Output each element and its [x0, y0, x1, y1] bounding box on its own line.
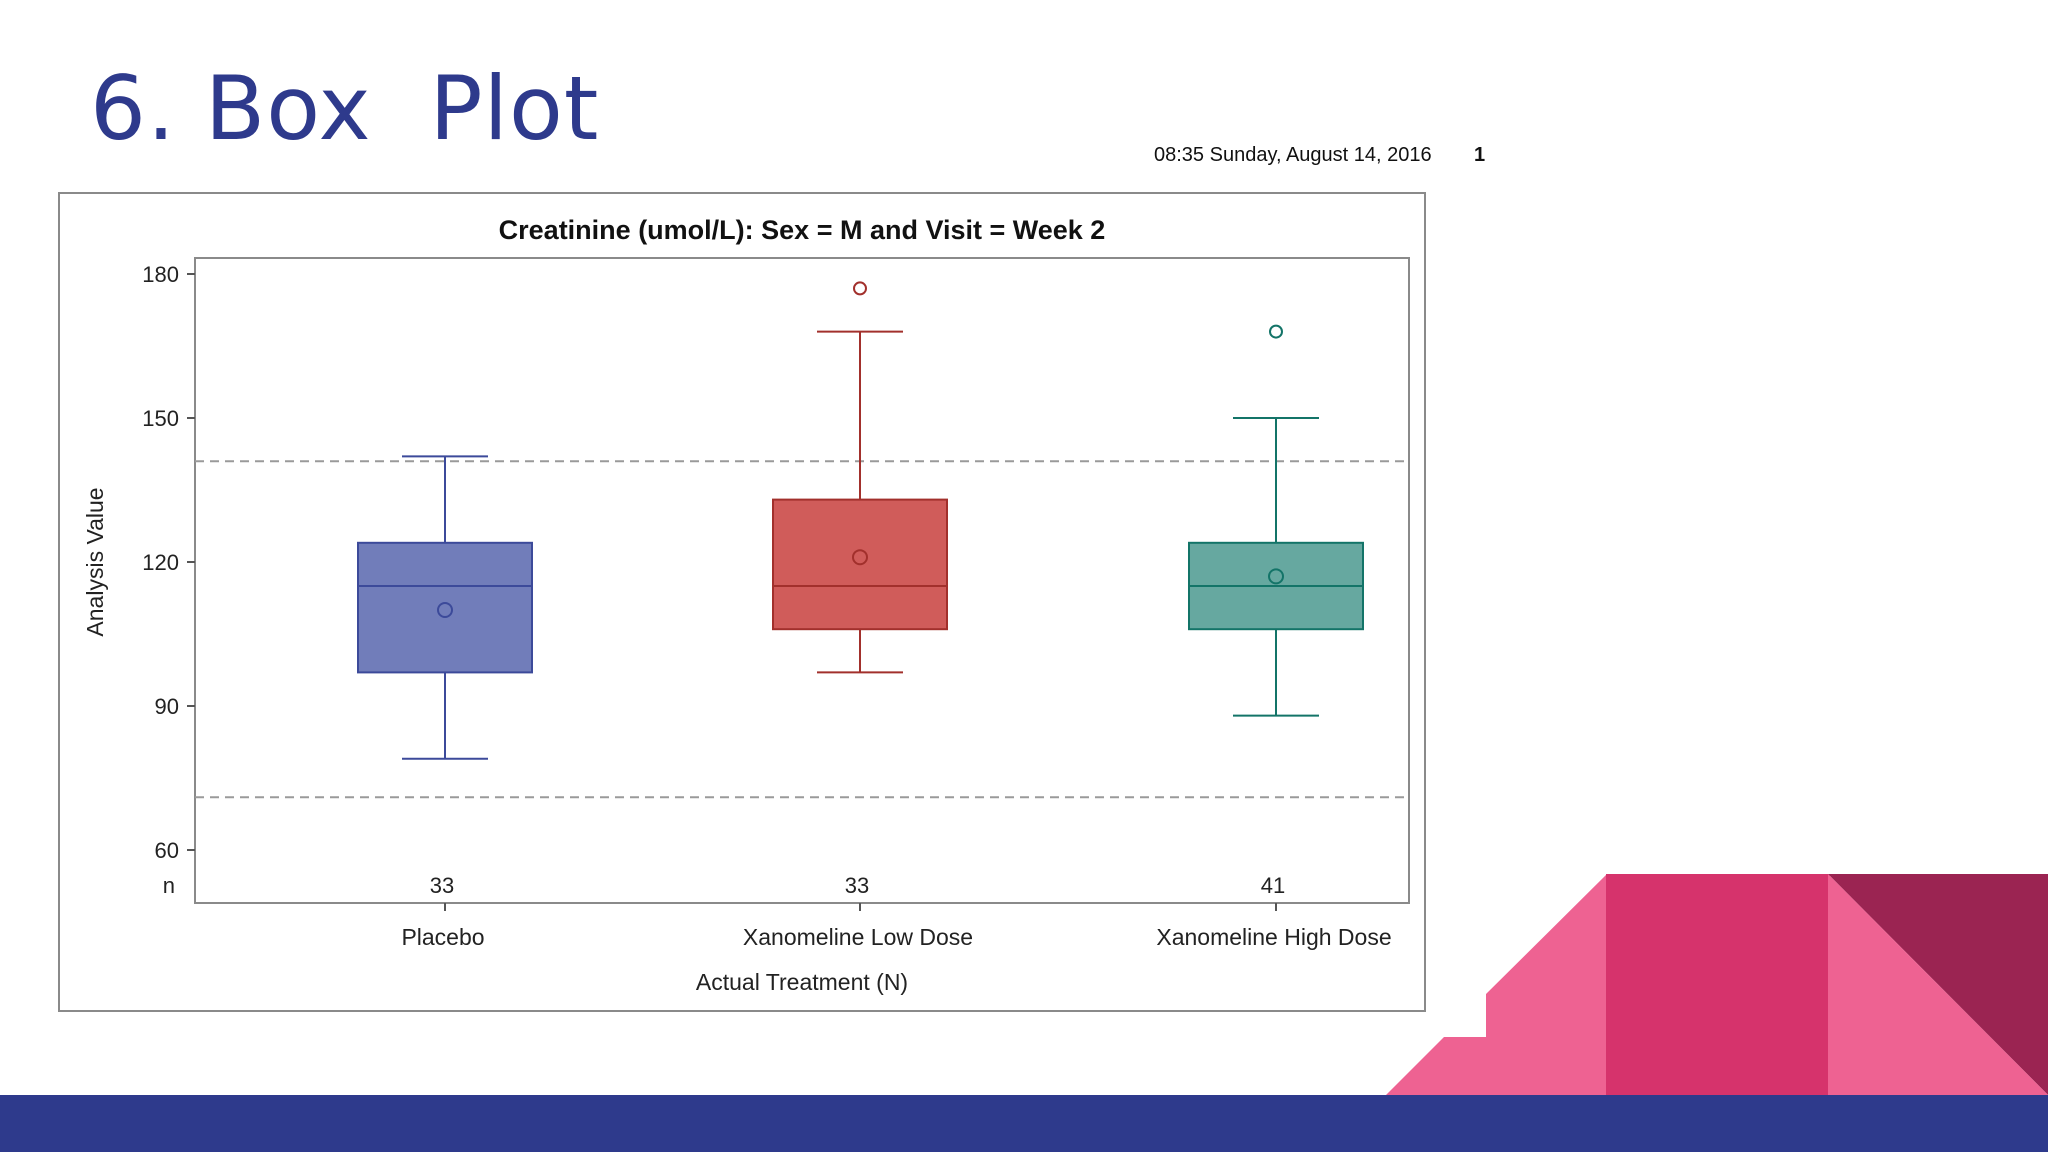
deco-mid-block [1606, 874, 1830, 1095]
plot-area [194, 257, 1410, 904]
x-axis-label: Actual Treatment (N) [696, 969, 908, 995]
box-iqr [357, 541, 533, 674]
footer-bar [0, 1095, 2048, 1152]
y-tick-label: 150 [142, 406, 179, 431]
x-category-label: Placebo [401, 924, 484, 950]
y-tick-label: 90 [155, 694, 179, 719]
y-axis-label: Analysis Value [82, 487, 108, 636]
outlier-point [1269, 324, 1283, 339]
n-count-label: 41 [1261, 873, 1285, 898]
n-count-label: 33 [845, 873, 869, 898]
x-category-label: Xanomeline Low Dose [743, 924, 973, 950]
mean-marker [437, 602, 453, 618]
deco-light-triangle [1828, 874, 2048, 1095]
mean-marker [1268, 568, 1284, 585]
n-row-label: n [163, 873, 175, 898]
report-timestamp: 08:35 Sunday, August 14, 2016 [1154, 144, 1432, 166]
chart-frame: Creatinine (umol/L): Sex = M and Visit =… [58, 192, 1426, 1012]
mean-marker [852, 549, 868, 566]
n-count-label: 33 [430, 873, 454, 898]
slide-title: 6. Box Plot [90, 57, 600, 160]
x-category-label: Xanomeline High Dose [1156, 924, 1391, 950]
chart-title: Creatinine (umol/L): Sex = M and Visit =… [499, 215, 1106, 245]
y-tick-label: 60 [155, 838, 179, 863]
box-plot-chart: Creatinine (umol/L): Sex = M and Visit =… [82, 215, 1410, 995]
page-number: 1 [1474, 144, 1486, 166]
outlier-point [853, 281, 867, 296]
y-tick-label: 180 [142, 262, 179, 287]
deco-light-polygon [1386, 874, 1607, 1095]
y-tick-label: 120 [142, 550, 179, 575]
